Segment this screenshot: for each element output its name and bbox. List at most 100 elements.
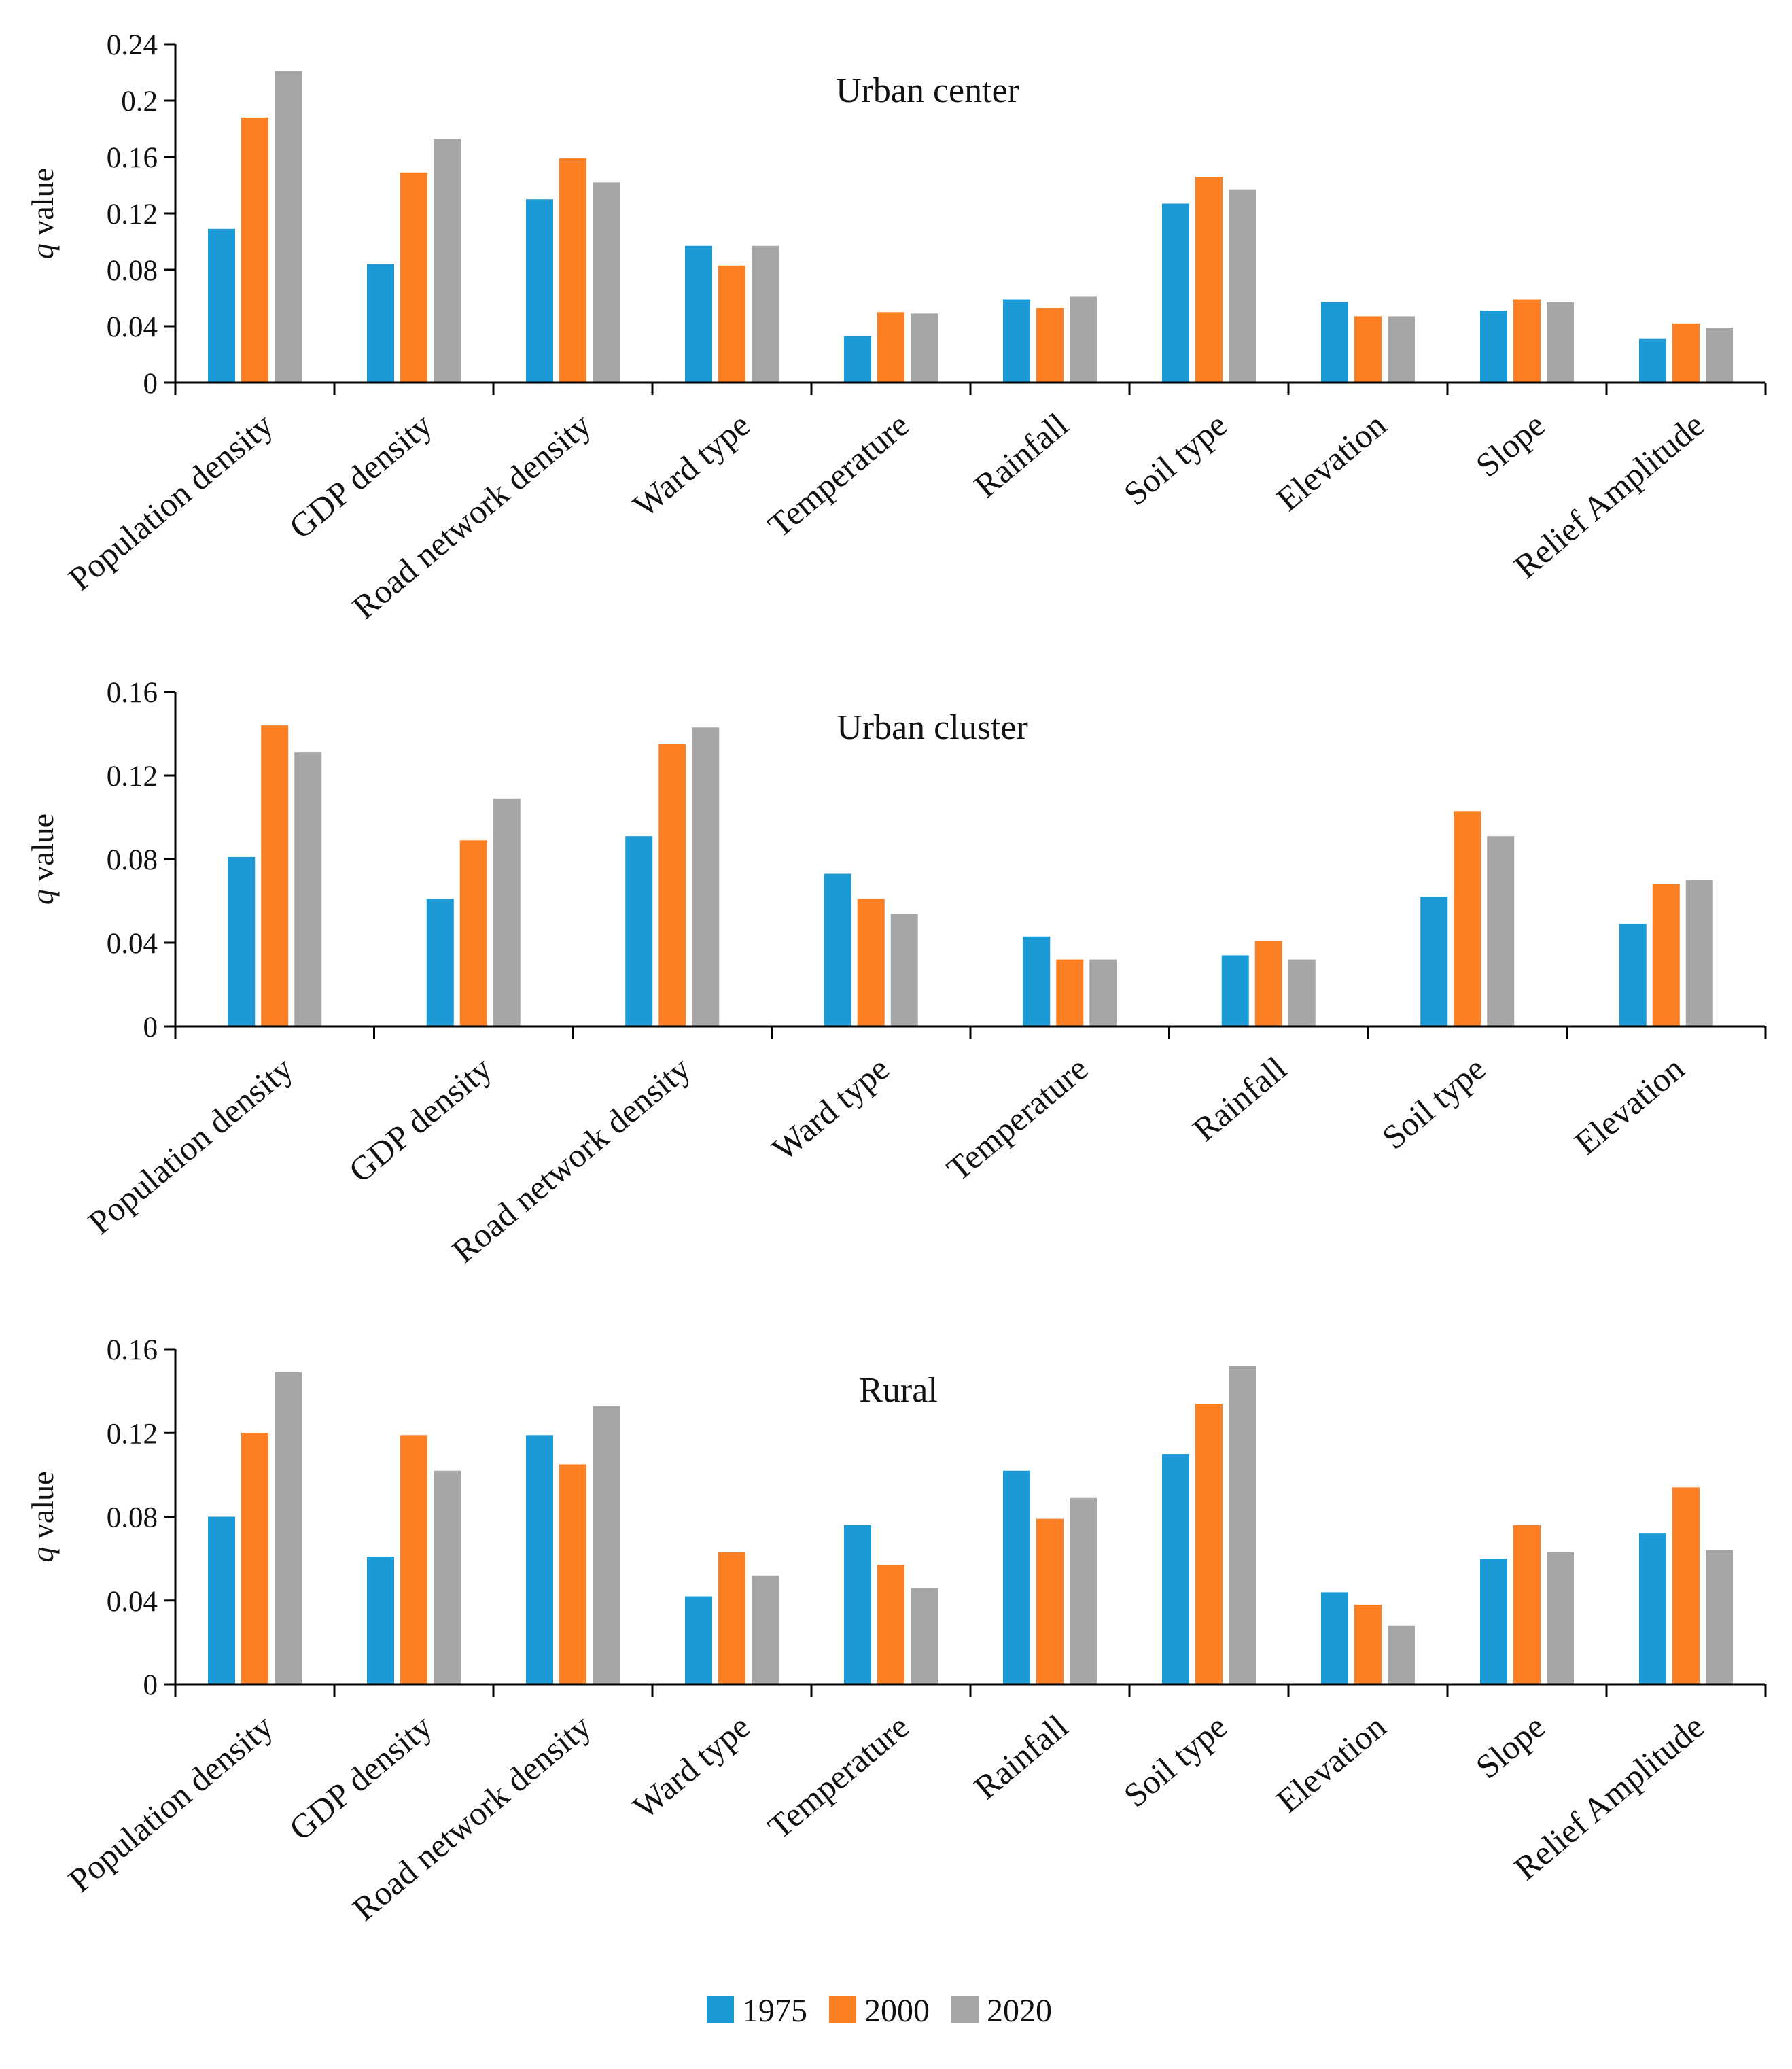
y-tick-label: 0.12: [107, 761, 158, 793]
category-label: Soil type: [1117, 406, 1234, 513]
category-label: Elevation: [1567, 1049, 1691, 1162]
category-label: Ward type: [626, 406, 758, 525]
bar-2020-3: [593, 182, 620, 383]
bar-2020-1: [294, 752, 322, 1026]
bar-1975-8: [1619, 924, 1647, 1026]
bar-1975-7: [1162, 1454, 1189, 1684]
panel-3: 0 0.04 0.08 0.12 0.16 Population density GDP d…: [25, 1334, 1767, 1928]
bar-2020-1: [275, 71, 302, 383]
bar-2000-6: [1254, 940, 1282, 1026]
bar-2000-8: [1354, 1604, 1382, 1684]
bar-2020-9: [1547, 1552, 1574, 1684]
category-label: Soil type: [1375, 1049, 1492, 1157]
category-label: GDP density: [341, 1049, 498, 1190]
bar-1975-10: [1639, 338, 1666, 383]
bar-2020-2: [434, 1470, 461, 1684]
legend-label: 2000: [864, 1993, 930, 2029]
y-tick-label: 0.12: [107, 1418, 158, 1450]
bar-1975-3: [526, 199, 553, 383]
bar-2000-9: [1513, 1525, 1541, 1684]
bar-1975-6: [1003, 299, 1030, 383]
bar-2020-10: [1706, 328, 1733, 383]
bar-1975-5: [1023, 936, 1051, 1026]
category-label: Population density: [61, 406, 280, 598]
bar-2000-5: [1056, 959, 1084, 1026]
y-tick-label: 0: [143, 1011, 158, 1043]
bar-2000-1: [241, 1433, 268, 1684]
legend-swatch: [951, 1996, 979, 2023]
category-label: Soil type: [1117, 1707, 1234, 1815]
y-tick-label: 0.04: [107, 311, 158, 343]
bar-2020-4: [752, 1575, 779, 1684]
bar-2000-4: [857, 899, 885, 1026]
bar-2020-5: [911, 313, 938, 383]
bar-2020-8: [1388, 316, 1415, 383]
panel-title: Urban center: [836, 71, 1019, 110]
legend-item-2000: 2000: [829, 1993, 930, 2029]
series-2020: [294, 727, 1713, 1026]
category-label: Population density: [61, 1707, 280, 1900]
bar-1975-4: [685, 245, 712, 383]
chart-panels: 0 0.04 0.08 0.12 0.16 0.2 0.24 Population densi…: [25, 29, 1767, 1928]
series-2000: [261, 725, 1680, 1026]
category-label: Slope: [1469, 406, 1552, 485]
y-tick-label: 0.04: [107, 928, 158, 960]
bar-2020-2: [434, 139, 461, 383]
bar-1975-4: [685, 1596, 712, 1684]
bar-1975-1: [208, 1516, 235, 1684]
bar-2020-2: [493, 798, 521, 1026]
y-axis-label: q value: [25, 814, 60, 905]
bar-1975-7: [1162, 203, 1189, 383]
bar-2000-2: [459, 840, 487, 1026]
bar-1975-8: [1321, 302, 1348, 383]
bar-2000-8: [1354, 316, 1382, 383]
y-tick-label: 0: [143, 1669, 158, 1701]
bar-1975-6: [1003, 1470, 1030, 1684]
bar-2000-5: [877, 1565, 904, 1684]
legend-item-2020: 2020: [951, 1993, 1052, 2029]
bar-2000-3: [559, 1464, 586, 1684]
category-label: GDP density: [282, 406, 439, 546]
bar-2000-10: [1672, 1487, 1700, 1684]
bar-2000-5: [877, 312, 904, 383]
bar-1975-2: [426, 899, 454, 1026]
series-2020: [275, 71, 1733, 383]
bar-2000-4: [718, 1552, 745, 1684]
bar-2020-9: [1547, 302, 1574, 383]
series-2000: [241, 1404, 1700, 1684]
bar-2000-3: [658, 744, 686, 1026]
legend-swatch: [707, 1996, 734, 2023]
y-tick-label: 0.24: [107, 29, 158, 61]
category-label: Rainfall: [967, 406, 1075, 505]
y-axis-label-text: value: [25, 814, 60, 889]
y-tick-label: 0.16: [107, 142, 158, 174]
bar-2020-3: [593, 1406, 620, 1684]
y-axis-label-symbol: q: [25, 1547, 60, 1563]
y-tick-label: 0.2: [121, 86, 158, 118]
bar-2020-6: [1070, 1497, 1097, 1684]
y-axis-label-symbol: q: [25, 243, 60, 259]
legend-swatch: [829, 1996, 856, 2023]
bar-2020-4: [890, 913, 918, 1026]
bar-1975-3: [526, 1435, 553, 1684]
bar-1975-7: [1420, 897, 1448, 1026]
bar-2000-7: [1195, 177, 1223, 383]
category-label: Population density: [81, 1049, 300, 1242]
bar-2020-6: [1288, 959, 1316, 1026]
bar-1975-3: [625, 836, 653, 1026]
y-axis-label-text: value: [25, 1471, 60, 1546]
bar-2000-2: [400, 1435, 427, 1684]
series-2020: [275, 1366, 1733, 1684]
bar-1975-9: [1480, 1559, 1507, 1684]
y-axis-label-symbol: q: [25, 889, 60, 905]
legend-label: 2020: [987, 1993, 1052, 2029]
y-tick-label: 0.16: [107, 677, 158, 709]
bar-1975-4: [824, 873, 851, 1026]
bar-2000-4: [718, 265, 745, 383]
y-tick-label: 0.08: [107, 1502, 158, 1534]
bar-2000-8: [1652, 884, 1680, 1026]
bar-2020-10: [1706, 1550, 1733, 1684]
bar-1975-5: [844, 1525, 871, 1684]
bar-1975-6: [1221, 955, 1249, 1026]
